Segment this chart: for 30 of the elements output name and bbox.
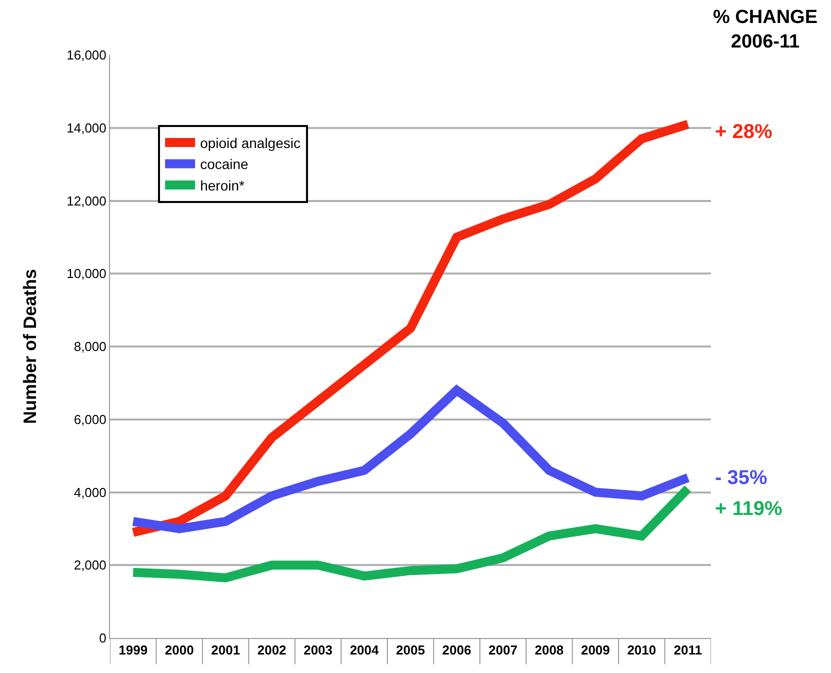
x-tick-label: 2005: [396, 642, 425, 658]
legend-label: heroin*: [200, 177, 245, 194]
y-tick-label: 2,000: [74, 558, 106, 573]
annotation: + 119%: [715, 498, 782, 520]
x-tick-label: 2002: [257, 642, 286, 658]
x-tick-label: 1999: [118, 642, 148, 658]
text: % CHANGE 2006-11: [713, 7, 818, 53]
x-tick-label: 2000: [164, 642, 194, 658]
y-tick-label: 0: [99, 630, 106, 646]
x-tick-label: 2009: [580, 642, 610, 658]
y-tick-label: 14,000: [66, 120, 106, 136]
x-tick-label: 2010: [627, 642, 656, 658]
y-axis-title: Number of Deaths: [20, 268, 40, 424]
y-tick-label: 8,000: [74, 339, 106, 354]
x-tick-label: 2008: [534, 642, 564, 658]
x-tick-label: 2001: [211, 642, 240, 658]
y-tick-label: 4,000: [74, 484, 106, 500]
x-tick-label: 2007: [488, 642, 518, 658]
x-tick-label: 2004: [350, 642, 380, 658]
y-tick-label: 16,000: [66, 48, 106, 63]
legend-label: cocaine: [200, 156, 249, 172]
x-tick-label: 2003: [304, 642, 332, 658]
y-tick-label: 10,000: [66, 266, 106, 282]
legend-label: opioid analgesic: [200, 135, 300, 152]
y-tick-label: 12,000: [66, 193, 106, 208]
x-tick-label: 2006: [442, 642, 472, 658]
x-tick-label: 2011: [674, 642, 702, 658]
y-tick-label: 6,000: [74, 412, 106, 427]
annotation: + 28%: [715, 121, 772, 143]
annotation: - 35%: [715, 467, 768, 489]
